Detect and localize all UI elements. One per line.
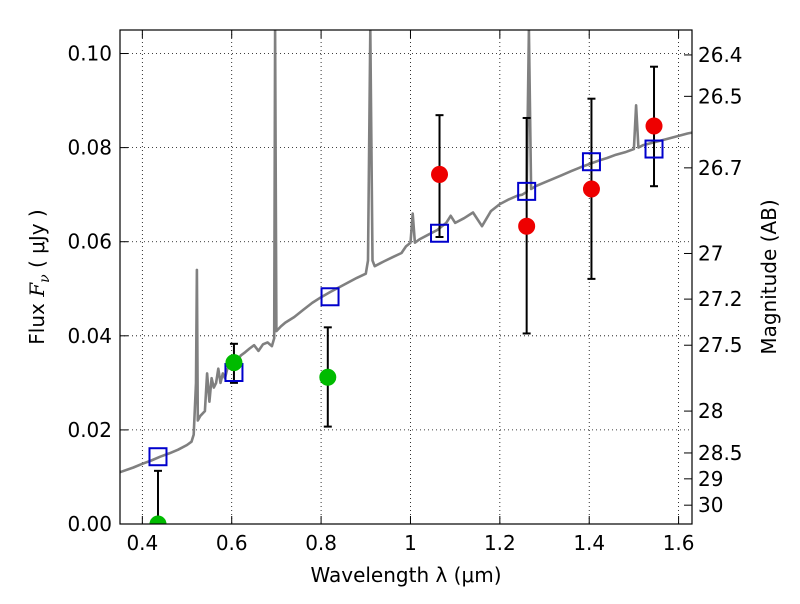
y-axis-label: Flux Fν ( μJy )	[25, 209, 53, 344]
x-axis-label: Wavelength λ (μm)	[310, 563, 501, 587]
y2-tick-label: 30	[698, 493, 723, 517]
y2-tick-label: 27.5	[698, 333, 743, 357]
x-tick-label: 1	[404, 531, 417, 555]
y2-tick-label: 26.7	[698, 156, 743, 180]
y-tick-label: 0.10	[67, 42, 112, 66]
model-square-marker	[320, 287, 340, 307]
y-tick-label: 0.02	[67, 418, 112, 442]
y-tick-label: 0.06	[67, 230, 112, 254]
model-square-marker	[581, 152, 601, 172]
y-axis-label-prefix: Flux	[25, 297, 49, 345]
spectrum-line	[120, 30, 692, 474]
y-axis-label-symbol: F	[25, 282, 49, 298]
y2-tick-label: 26.5	[698, 84, 743, 108]
x-tick-label: 0.8	[305, 531, 337, 555]
green-point	[225, 354, 243, 372]
plot-frame	[119, 29, 693, 525]
x-tick-label: 0.4	[126, 531, 158, 555]
y2-axis-label: Magnitude (AB)	[757, 199, 781, 354]
y-tick-label: 0.04	[67, 324, 112, 348]
model-square-marker	[644, 139, 664, 159]
x-tick-label: 0.6	[216, 531, 248, 555]
y2-tick-label: 29	[698, 467, 723, 491]
green-point	[319, 368, 337, 386]
x-tick-label: 1.6	[663, 531, 695, 555]
red-point	[645, 117, 663, 135]
model-square-marker	[517, 181, 537, 201]
y-axis-label-subscript: ν	[37, 274, 53, 283]
plot-area	[120, 30, 692, 524]
y-axis-label-unit: ( μJy )	[25, 209, 49, 274]
y-tick-label: 0.08	[67, 136, 112, 160]
x-tick-label: 1.2	[484, 531, 516, 555]
y2-tick-label: 27	[698, 241, 723, 265]
model-square-marker	[148, 447, 168, 467]
model-square-marker	[430, 223, 450, 243]
ticks: 0.4 0.6 0.8 1 1.2 1.4 1.6 0.00 0.02 0.04 0.06 0.08 0…	[67, 30, 743, 555]
y2-tick-label: 28.5	[698, 441, 743, 465]
x-tick-label: 1.4	[573, 531, 605, 555]
y2-tick-label: 28	[698, 399, 723, 423]
red-point	[518, 217, 536, 235]
green-point	[149, 515, 167, 524]
y2-tick-label: 26.4	[698, 43, 743, 67]
y2-tick-label: 27.2	[698, 287, 743, 311]
red-point	[431, 165, 449, 183]
grid	[120, 30, 692, 525]
y-tick-label: 0.00	[67, 512, 112, 536]
red-point	[582, 180, 600, 198]
